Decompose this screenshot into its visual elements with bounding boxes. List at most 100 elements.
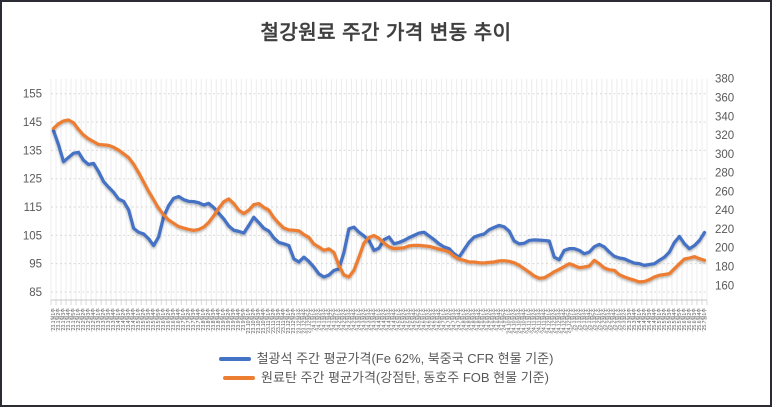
svg-text:'24.1월2주: '24.1월2주 — [314, 308, 322, 332]
chart-title: 철강원료 주간 가격 변동 추이 — [260, 22, 512, 44]
svg-text:'24.8월1주: '24.8월1주 — [460, 308, 468, 332]
svg-text:'23.9월1주: '23.9월1주 — [219, 308, 227, 332]
svg-text:'23.11월1주: '23.11월1주 — [264, 308, 272, 334]
svg-text:'23.7월2주: '23.7월2주 — [184, 308, 192, 332]
svg-text:'24.6월3주: '24.6월3주 — [429, 308, 437, 332]
svg-text:'23.7월3주: '23.7월3주 — [189, 308, 197, 332]
svg-text:'24.7월4주: '24.7월4주 — [454, 308, 462, 332]
svg-text:'23.12월3주: '23.12월3주 — [294, 308, 302, 335]
svg-text:'25.5월3주: '25.5월3주 — [665, 308, 673, 332]
svg-text:'23.11월4주: '23.11월4주 — [279, 308, 287, 334]
svg-text:'24.5월5주: '24.5월5주 — [414, 308, 422, 332]
svg-text:'23.6월3주: '23.6월3주 — [169, 308, 177, 332]
legend-line-icon-iron-ore — [218, 357, 251, 361]
y-axis-right-labels: 160 180 200 220 240 260 280 300 320 340 360 380 — [715, 74, 734, 293]
svg-text:'23.8월1주: '23.8월1주 — [199, 308, 207, 332]
svg-text:'24.2월4주: '24.2월4주 — [349, 308, 357, 332]
svg-text:'23.8월2주: '23.8월2주 — [204, 308, 212, 332]
svg-text:'25.6월1주: '25.6월1주 — [680, 308, 688, 332]
svg-text:'23.1월1주: '23.1월1주 — [49, 308, 57, 332]
svg-text:'24.7월1주: '24.7월1주 — [439, 308, 447, 332]
svg-text:'23.1월3주: '23.1월3주 — [59, 308, 67, 332]
svg-text:'24.10월1주: '24.10월1주 — [505, 308, 513, 335]
svg-text:300: 300 — [715, 149, 734, 161]
svg-text:'24.5월4주: '24.5월4주 — [409, 308, 417, 332]
svg-text:'23.7월1주: '23.7월1주 — [179, 308, 187, 332]
svg-text:'24.9월2주: '24.9월2주 — [485, 308, 493, 332]
svg-text:'23.12월1주: '23.12월1주 — [284, 308, 292, 335]
svg-text:'24.5월3주: '24.5월3주 — [404, 308, 412, 332]
svg-text:'24.6월1주: '24.6월1주 — [419, 308, 427, 332]
svg-text:'23.1월2주: '23.1월2주 — [54, 308, 62, 332]
svg-text:'23.2월4주: '23.2월4주 — [89, 308, 97, 332]
svg-text:'25.3월2주: '25.3월2주 — [620, 308, 628, 332]
svg-text:320: 320 — [715, 130, 734, 142]
svg-text:'24.10월3주: '24.10월3주 — [515, 308, 523, 335]
svg-text:'23.5월3주: '23.5월3주 — [144, 308, 152, 332]
svg-text:'24.12월2주: '24.12월2주 — [550, 308, 558, 335]
svg-text:'25.2월4주: '25.2월4주 — [610, 308, 618, 332]
svg-text:155: 155 — [23, 89, 42, 101]
svg-text:115: 115 — [24, 202, 42, 214]
svg-text:'23.6월1주: '23.6월1주 — [159, 308, 167, 332]
svg-text:'23.4월4주: '23.4월4주 — [129, 308, 137, 332]
svg-text:85: 85 — [29, 287, 42, 299]
svg-text:'24.4월1주: '24.4월1주 — [374, 308, 382, 332]
svg-text:'24.12월1주: '24.12월1주 — [545, 308, 553, 335]
svg-text:280: 280 — [715, 168, 734, 180]
svg-text:135: 135 — [23, 145, 42, 157]
svg-text:'23.11월2주: '23.11월2주 — [269, 308, 277, 334]
svg-text:180: 180 — [715, 262, 734, 274]
svg-text:'23.2월2주: '23.2월2주 — [79, 308, 87, 332]
svg-text:'24.3월2주: '24.3월2주 — [359, 308, 367, 332]
svg-text:'24.6월2주: '24.6월2주 — [424, 308, 432, 332]
svg-text:'24.8월4주: '24.8월4주 — [475, 308, 483, 332]
legend-item-iron-ore: 철광석 주간 평균가격(Fe 62%, 북중국 CFR 현물 기준) — [218, 351, 554, 367]
svg-text:'23.5월4주: '23.5월4주 — [149, 308, 157, 332]
svg-text:'25.6월2주: '25.6월2주 — [685, 308, 693, 332]
svg-text:'23.10월1주: '23.10월1주 — [244, 308, 252, 335]
svg-text:'25.3월4주: '25.3월4주 — [630, 308, 638, 332]
svg-text:125: 125 — [23, 174, 42, 186]
svg-text:260: 260 — [715, 186, 734, 198]
svg-text:360: 360 — [715, 93, 734, 105]
legend-label-iron-ore: 철광석 주간 평균가격(Fe 62%, 북중국 CFR 현물 기준) — [256, 351, 554, 366]
svg-text:'23.3월1주: '23.3월1주 — [94, 308, 102, 332]
legend-label-coking-coal: 원료탄 주간 평균가격(강점탄, 동호주 FOB 현물 기준) — [261, 370, 549, 385]
svg-text:'23.8월4주: '23.8월4주 — [214, 308, 222, 332]
svg-text:200: 200 — [715, 243, 734, 255]
svg-text:'24.4월4주: '24.4월4주 — [389, 308, 397, 332]
svg-text:'23.2월1주: '23.2월1주 — [74, 308, 82, 332]
svg-text:'24.12월4주: '24.12월4주 — [560, 308, 568, 335]
svg-text:'24.11월2주: '24.11월2주 — [530, 308, 538, 334]
svg-text:'23.3월3주: '23.3월3주 — [104, 308, 112, 332]
svg-text:'23.6월4주: '23.6월4주 — [174, 308, 182, 332]
svg-text:'24.4월3주: '24.4월3주 — [384, 308, 392, 332]
svg-text:'23.12월4주: '23.12월4주 — [299, 308, 307, 335]
svg-text:'25.4월1주: '25.4월1주 — [635, 308, 643, 332]
svg-text:'23.9월2주: '23.9월2주 — [224, 308, 232, 332]
svg-text:'23.1월5주: '23.1월5주 — [69, 308, 77, 332]
svg-text:'23.5월5주: '23.5월5주 — [154, 308, 162, 332]
svg-text:'23.9월4주: '23.9월4주 — [234, 308, 242, 332]
legend-item-coking-coal: 원료탄 주간 평균가격(강점탄, 동호주 FOB 현물 기준) — [223, 370, 549, 386]
svg-text:'24.10월4주: '24.10월4주 — [520, 308, 528, 335]
svg-text:105: 105 — [23, 230, 42, 242]
svg-text:'24.2월2주: '24.2월2주 — [339, 308, 347, 332]
legend: 철광석 주간 평균가격(Fe 62%, 북중국 CFR 현물 기준) 원료탄 주… — [2, 351, 770, 386]
svg-text:'25.1월5주: '25.1월5주 — [590, 308, 598, 332]
svg-text:'24.1월3주: '24.1월3주 — [319, 308, 327, 332]
svg-text:'24.5월1주: '24.5월1주 — [394, 308, 402, 332]
svg-text:'25.7월1주: '25.7월1주 — [700, 308, 708, 332]
svg-text:240: 240 — [715, 205, 734, 217]
svg-text:'25.2월1주: '25.2월1주 — [595, 308, 603, 332]
svg-text:'23.10월4주: '23.10월4주 — [259, 308, 267, 335]
svg-text:'24.8월2주: '24.8월2주 — [465, 308, 473, 332]
svg-text:'23.2월3주: '23.2월3주 — [84, 308, 92, 332]
svg-text:'24.12월5주: '24.12월5주 — [565, 308, 573, 335]
svg-text:145: 145 — [23, 117, 42, 129]
svg-text:'24.12월3주: '24.12월3주 — [555, 308, 563, 335]
svg-text:'23.12월5주: '23.12월5주 — [304, 308, 312, 335]
svg-text:'25.5월4주: '25.5월4주 — [670, 308, 678, 332]
svg-text:380: 380 — [715, 74, 734, 86]
